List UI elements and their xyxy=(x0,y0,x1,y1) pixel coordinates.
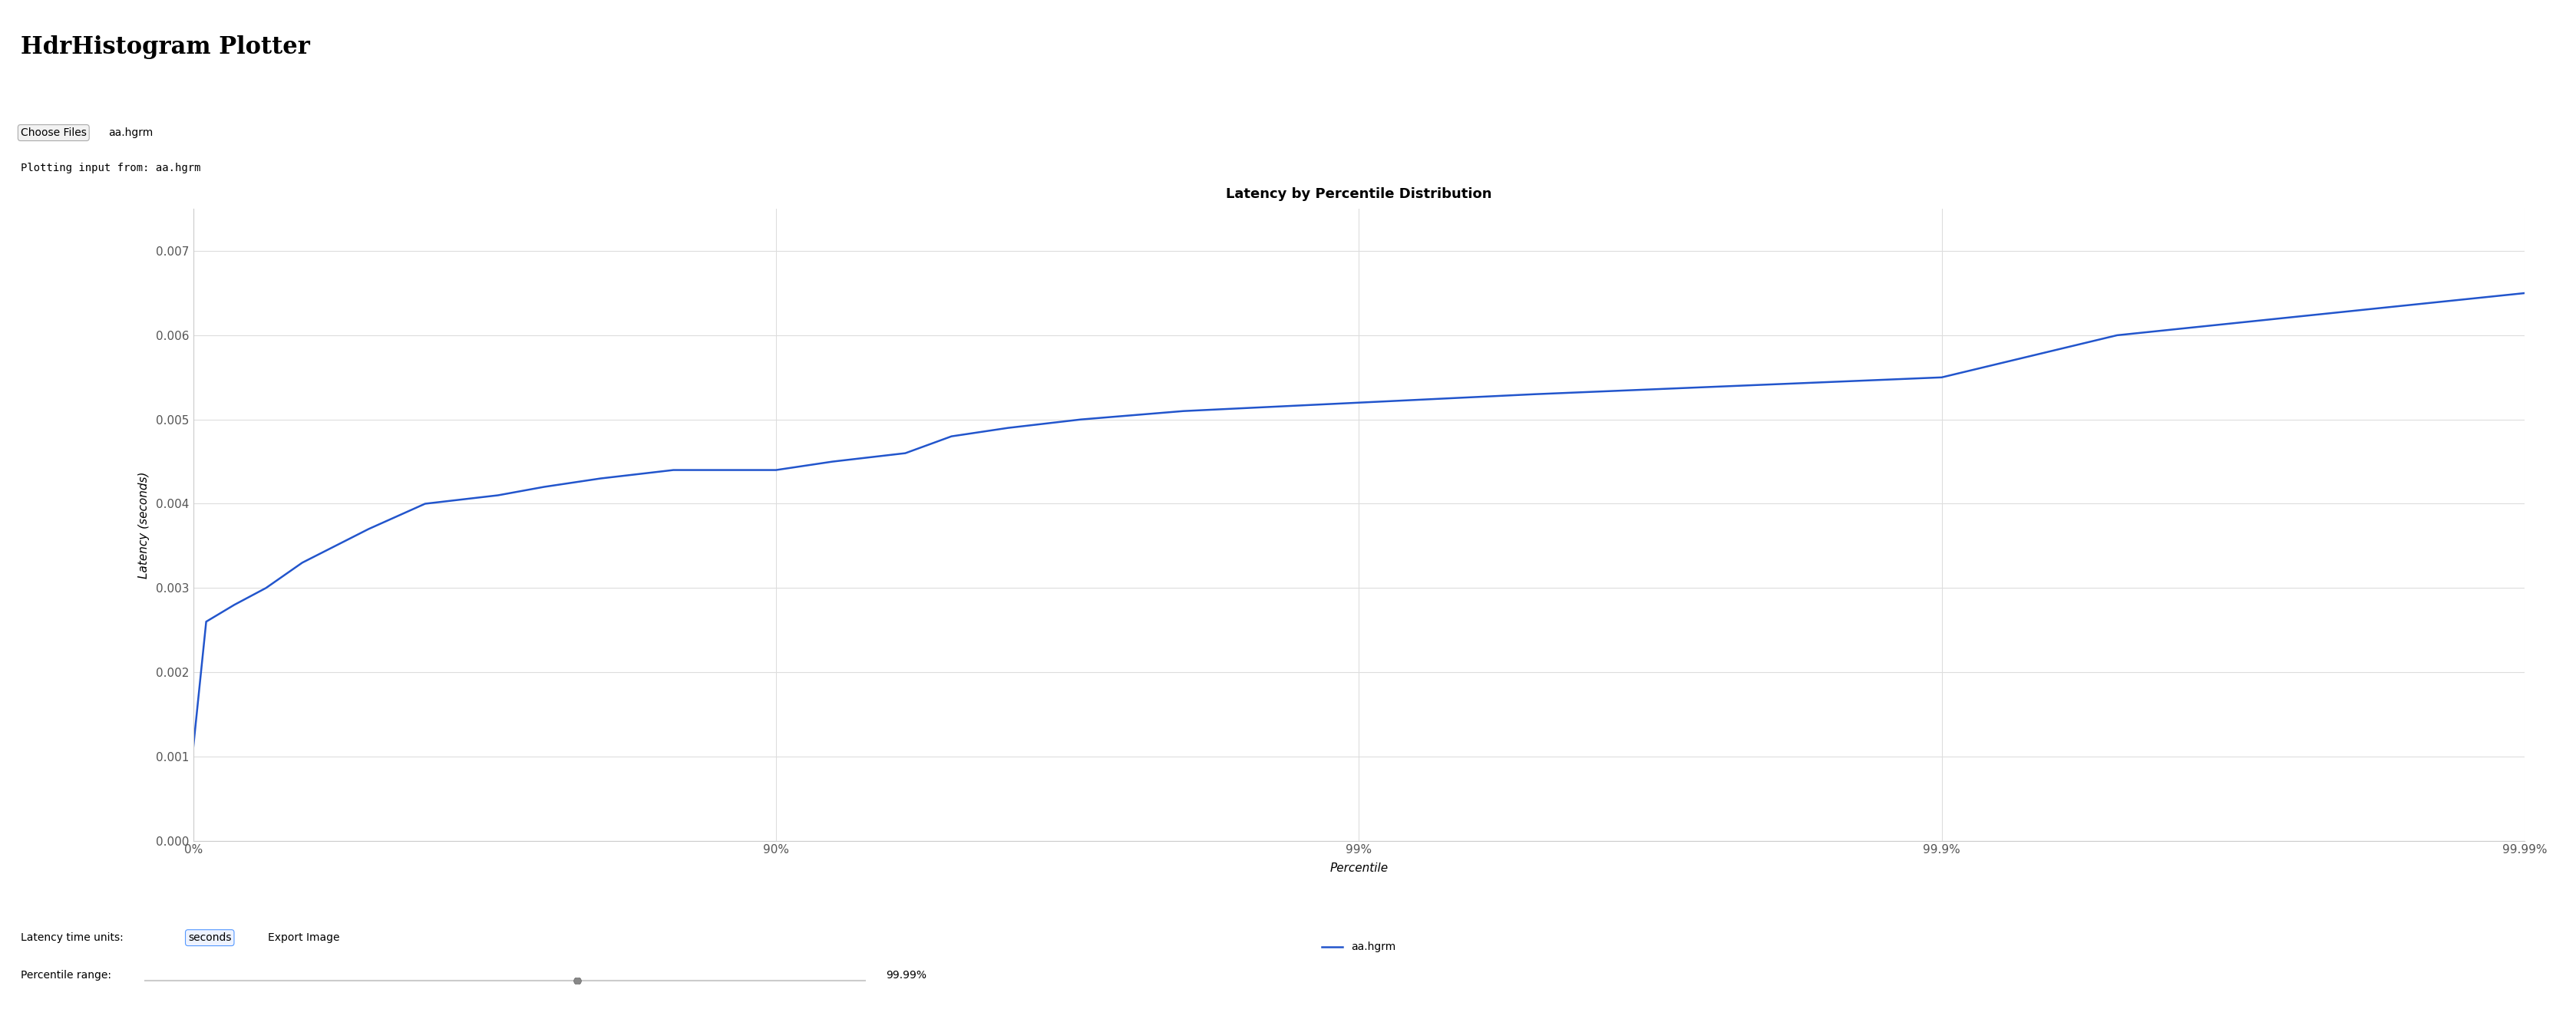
Text: seconds: seconds xyxy=(188,932,232,944)
X-axis label: Percentile: Percentile xyxy=(1329,862,1388,874)
Text: aa.hgrm: aa.hgrm xyxy=(108,127,152,139)
Text: Export Image: Export Image xyxy=(268,932,340,944)
Title: Latency by Percentile Distribution: Latency by Percentile Distribution xyxy=(1226,187,1492,202)
Legend: aa.hgrm: aa.hgrm xyxy=(1316,937,1401,957)
Text: Latency time units:: Latency time units: xyxy=(21,932,124,944)
Text: 99.99%: 99.99% xyxy=(886,970,927,981)
Text: Choose Files: Choose Files xyxy=(21,127,88,139)
Text: Percentile range:: Percentile range: xyxy=(21,970,111,981)
Text: Plotting input from: aa.hgrm: Plotting input from: aa.hgrm xyxy=(21,163,201,174)
Text: HdrHistogram Plotter: HdrHistogram Plotter xyxy=(21,36,309,59)
Y-axis label: Latency (seconds): Latency (seconds) xyxy=(139,471,149,579)
